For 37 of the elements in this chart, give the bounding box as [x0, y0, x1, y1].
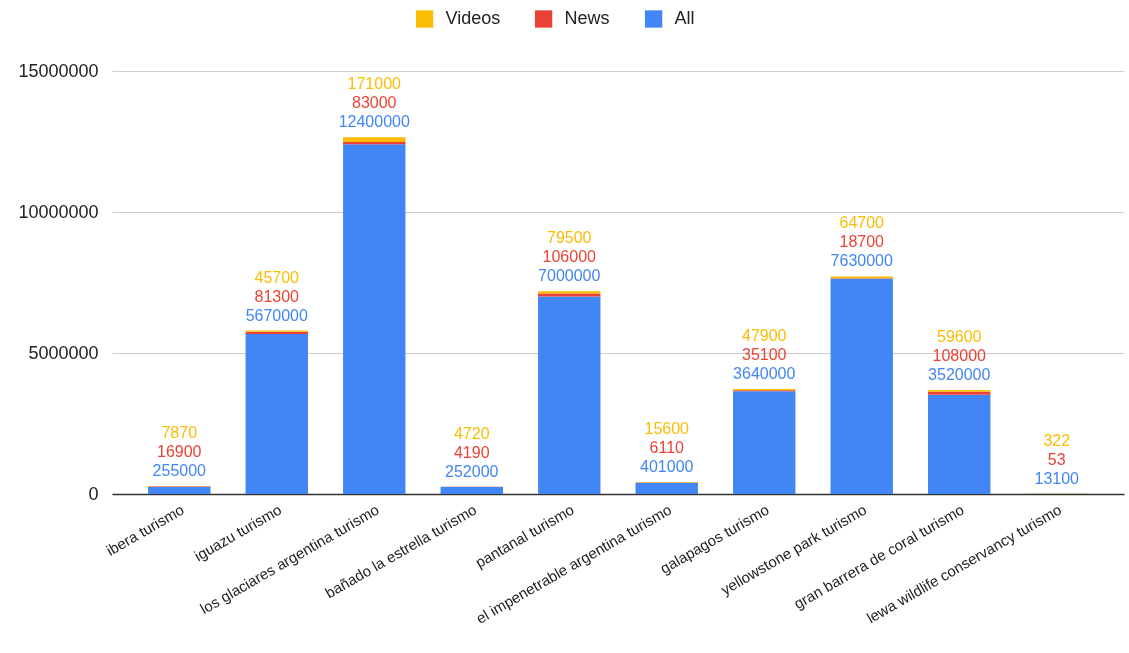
data-label: 255000: [152, 462, 207, 480]
data-label: 15600: [644, 420, 690, 438]
data-label: 108000: [932, 347, 987, 365]
data-label: 171000: [347, 75, 402, 93]
y-tick-label: 0: [88, 483, 99, 504]
data-label: 79500: [547, 229, 592, 247]
data-label: 7630000: [830, 252, 893, 270]
data-label: 16900: [157, 443, 202, 461]
data-label: 7000000: [538, 267, 601, 285]
data-label: 45700: [254, 268, 300, 286]
data-label: 7870: [161, 424, 198, 442]
data-label: 252000: [445, 462, 499, 480]
data-label: 13100: [1034, 469, 1080, 487]
data-label: 12400000: [338, 113, 410, 131]
data-label: 81300: [254, 287, 300, 305]
data-label: 83000: [352, 94, 397, 112]
legend-label: News: [564, 8, 610, 28]
data-label: 64700: [839, 214, 885, 232]
data-label: 401000: [640, 458, 694, 476]
legend-label: Videos: [445, 8, 501, 28]
legend-label: All: [674, 8, 695, 28]
data-label: 322: [1043, 431, 1071, 449]
data-label: 4720: [453, 424, 490, 442]
data-label: 47900: [741, 327, 787, 345]
data-label: 106000: [542, 248, 597, 266]
data-label: 3640000: [733, 365, 796, 383]
data-label: 3520000: [928, 366, 991, 384]
data-label: 5670000: [245, 306, 309, 324]
y-tick-label: 5000000: [28, 342, 99, 363]
y-tick-label: 15000000: [18, 60, 99, 81]
data-label: 18700: [839, 233, 885, 251]
y-tick-label: 10000000: [18, 201, 99, 222]
data-label: 35100: [741, 346, 787, 364]
data-label: 59600: [936, 328, 982, 346]
data-label: 6110: [649, 439, 685, 457]
data-label: 4190: [453, 443, 490, 461]
data-label: 53: [1047, 450, 1066, 468]
